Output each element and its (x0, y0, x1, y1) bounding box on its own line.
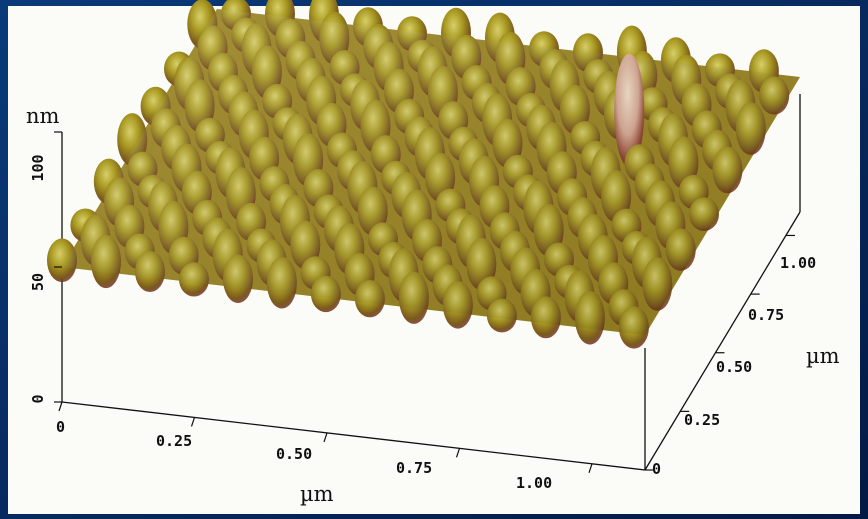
z-axis-unit: nm (26, 104, 60, 128)
x-axis-line (61, 401, 646, 471)
y-axis-line (644, 211, 801, 471)
y-tick-label-0: 0 (652, 460, 661, 478)
y-tick-label-100: 1.00 (780, 254, 816, 272)
x-tick (588, 463, 593, 474)
y-tick-label-025: 0.25 (684, 411, 720, 429)
y-axis-labels: 0 0.25 0.50 0.75 1.00 µm (652, 254, 840, 478)
tick-marks (54, 131, 795, 474)
x-tick-label-025: 0.25 (156, 432, 192, 450)
surface-plot (47, 0, 800, 349)
x-tick (455, 448, 461, 458)
y-tick-label-050: 0.50 (716, 358, 752, 376)
y-axis-unit: µm (806, 344, 840, 368)
z-tick-label-50: 50 (29, 273, 47, 291)
z-axis-labels: nm 100 50 0 (26, 104, 60, 404)
x-tick-label-100: 1.00 (516, 474, 552, 492)
x-axis-unit: µm (300, 482, 334, 506)
y-tick-label-075: 0.75 (748, 306, 784, 324)
x-tick (58, 401, 63, 412)
z-tick-label-0: 0 (29, 394, 47, 403)
x-axis-labels: 0 0.25 0.50 0.75 1.00 µm (56, 418, 552, 506)
surface-bump (47, 238, 77, 283)
x-tick (190, 417, 196, 427)
z-tick-label-100: 100 (29, 154, 47, 181)
x-tick (323, 432, 328, 443)
x-tick-label-075: 0.75 (396, 459, 432, 477)
surface-sheen (62, 9, 800, 335)
x-tick-label-050: 0.50 (276, 445, 312, 463)
x-tick-label-0: 0 (56, 418, 65, 436)
